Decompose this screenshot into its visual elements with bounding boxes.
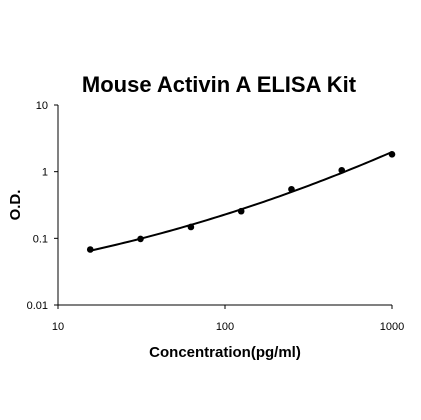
data-point [288, 185, 295, 193]
y-tick-label: 0.1 [33, 233, 48, 245]
x-tick-label: 1000 [380, 321, 404, 333]
data-point [86, 246, 94, 253]
data-point [388, 151, 396, 158]
data-point [137, 235, 144, 243]
data-point [187, 223, 195, 231]
y-axis-label: O.D. [7, 190, 24, 221]
chart-title: Mouse Activin A ELISA Kit [82, 72, 357, 97]
x-tick-label: 10 [52, 321, 64, 333]
y-axis-ticks: 0.01 0.1 1 10 [27, 100, 58, 312]
data-point [237, 207, 245, 215]
x-axis-label: Concentration(pg/ml) [149, 344, 301, 361]
y-tick-label: 1 [42, 167, 48, 179]
data-point [338, 166, 346, 174]
y-tick-label: 10 [36, 100, 48, 112]
fit-curve-line [90, 151, 393, 252]
y-tick-label: 0.01 [27, 300, 48, 312]
x-axis-ticks: 10 100 1000 [52, 305, 404, 333]
data-points [86, 151, 396, 253]
x-tick-label: 100 [216, 321, 234, 333]
